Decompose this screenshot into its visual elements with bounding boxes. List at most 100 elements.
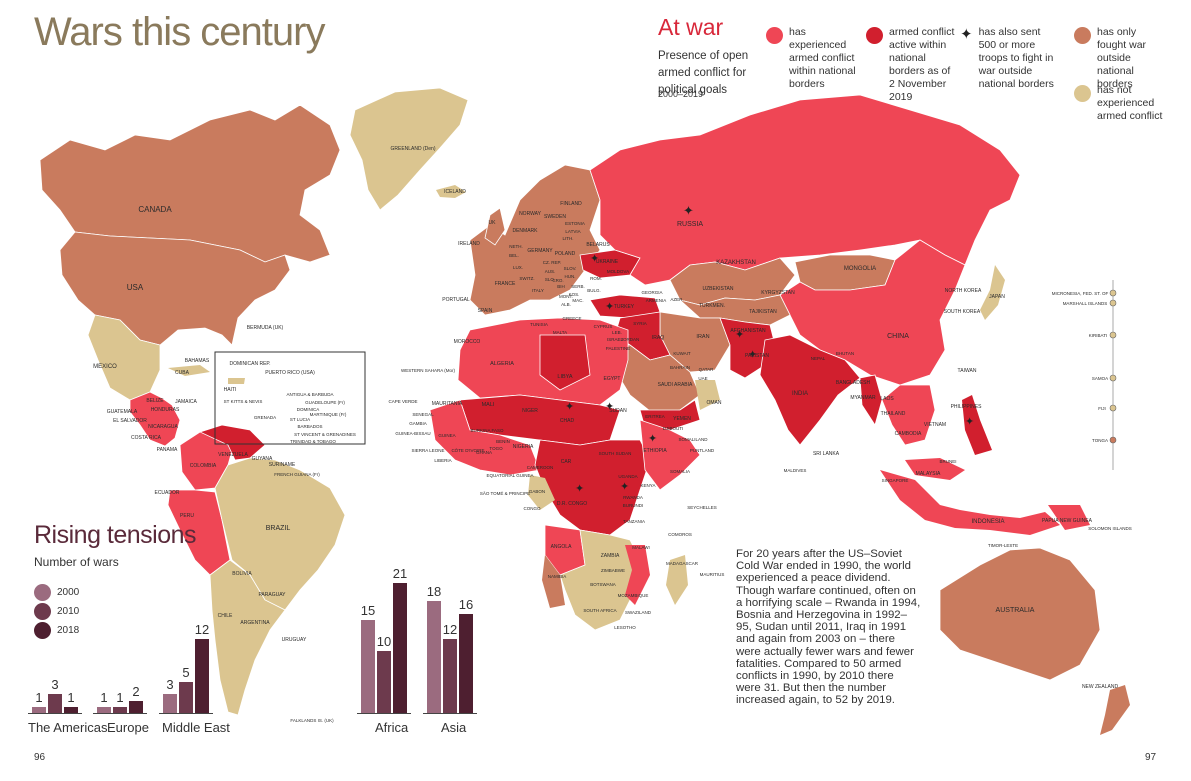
label-bhutan: BHUTAN xyxy=(836,351,854,356)
label-cameroon: CAMEROON xyxy=(527,465,554,470)
country-png xyxy=(1048,505,1090,530)
bar-value-label: 1 xyxy=(116,689,124,705)
label-canada: CANADA xyxy=(138,205,172,214)
bar-europe-2000 xyxy=(97,706,111,713)
bar-value-label: 2 xyxy=(132,683,140,699)
country-libya xyxy=(539,334,591,391)
category-label-the-americas: The Americas xyxy=(28,720,108,735)
label-saudi: SAUDI ARABIA xyxy=(658,382,693,388)
label-lesotho: LESOTHO xyxy=(614,625,636,630)
bar-value-label: 10 xyxy=(376,634,392,649)
country-greenland xyxy=(349,87,469,211)
label-malaysia: MALAYSIA xyxy=(916,471,941,477)
label-ireland: IRELAND xyxy=(458,241,480,247)
country-uk xyxy=(484,207,506,246)
chart-legend-2010: 2010 xyxy=(34,603,79,620)
chart-title: Rising tensions xyxy=(34,521,197,549)
label-sudan: SUDAN xyxy=(609,408,627,414)
label-indonesia: INDONESIA xyxy=(971,519,1004,525)
legend-swatch-active xyxy=(866,27,883,44)
country-southern-cone xyxy=(209,559,286,716)
legend-item-internal: has experienced armed conflict within na… xyxy=(766,26,862,91)
label-taiwan: TAIWAN xyxy=(958,368,977,374)
tonga-dot xyxy=(1109,436,1117,444)
bar-africa-2000 xyxy=(361,620,375,713)
label-zimbabwe: ZIMBABWE xyxy=(601,568,625,573)
country-iceland xyxy=(436,185,466,198)
bar-value-label: 1 xyxy=(35,689,43,705)
country-venezuela xyxy=(198,424,266,461)
label-monten: MONT. xyxy=(559,294,573,299)
label-usa: USA xyxy=(127,283,144,292)
label-germany: GERMANY xyxy=(527,248,553,254)
label-costa-rica: COSTA RICA xyxy=(131,435,162,441)
bar-value-label: 12 xyxy=(442,621,458,637)
bar-value-label: 12 xyxy=(194,621,210,637)
soldier-icon: ✦ xyxy=(965,416,974,428)
label-bahrain: BAHRAIN xyxy=(670,365,690,370)
label-russia: RUSSIA xyxy=(677,221,703,228)
country-central-america xyxy=(129,391,181,447)
country-madagascar xyxy=(666,555,688,605)
country-indonesia xyxy=(880,470,1060,535)
label-estonia: ESTONIA xyxy=(565,221,585,226)
label-swaziland: SWAZILAND xyxy=(625,610,652,615)
chart-legend-label-2010: 2010 xyxy=(57,606,80,617)
country-new-zealand xyxy=(1100,685,1130,735)
category-label-africa: Africa xyxy=(375,720,409,735)
label-peru: PERU xyxy=(180,513,194,519)
label-djibouti: DJIBOUTI xyxy=(663,426,684,431)
label-neth: NETH. xyxy=(509,244,523,249)
label-libya: LIBYA xyxy=(557,374,573,380)
legend-heading: At war xyxy=(658,14,724,40)
legend-item-troops: ✦ has also sent 500 or more troops to fi… xyxy=(960,26,1060,91)
bar-asia-2000 xyxy=(427,601,441,713)
label-guadeloupe: GUADELOUPE (Fr) xyxy=(305,400,345,405)
label-moldova: MOLDOVA xyxy=(607,269,629,274)
label-brazil: BRAZIL xyxy=(266,525,291,532)
category-label-middle-east: Middle East xyxy=(162,720,230,735)
label-gambia: GAMBIA xyxy=(409,421,427,426)
label-trinidad: TRINIDAD & TOBAGO xyxy=(290,439,336,444)
country-myanmar xyxy=(859,374,883,426)
label-dominican: DOMINICAN REP. xyxy=(229,361,270,367)
label-chile: CHILE xyxy=(218,613,233,619)
label-syria: SYRIA xyxy=(633,321,647,326)
bar-the-americas-2010 xyxy=(48,694,62,713)
page-number-right: 97 xyxy=(1145,752,1157,763)
label-maldives: MALDIVES xyxy=(784,468,807,473)
bar-asia-2010 xyxy=(443,638,457,713)
label-congo: CONGO xyxy=(523,506,541,511)
label-palestine: PALESTINE xyxy=(606,346,630,351)
samoa-dot xyxy=(1109,374,1117,382)
label-tanzania: TANZANIA xyxy=(623,519,645,524)
label-guinea-bissau: GUINEA-BISSAU xyxy=(395,431,430,436)
legend-swatch-outside xyxy=(1074,27,1091,44)
label-norway: NORWAY xyxy=(519,211,542,217)
label-bangladesh: BANGLADESH xyxy=(836,380,871,386)
chart-baseline xyxy=(93,713,147,714)
label-nepal: NEPAL xyxy=(811,356,826,361)
bar-value-label: 3 xyxy=(51,677,59,693)
bar-europe-2018 xyxy=(129,700,143,713)
label-greenland: GREENLAND (Den) xyxy=(390,146,435,152)
label-angola: ANGOLA xyxy=(551,544,573,550)
bar-value-label: 18 xyxy=(426,584,442,600)
label-north-korea: NORTH KOREA xyxy=(945,288,982,294)
country-india xyxy=(759,334,861,446)
country-oman xyxy=(695,380,720,410)
label-guinea: GUINEA xyxy=(438,433,455,438)
label-china: CHINA xyxy=(887,333,909,340)
label-venezuela: VENEZUELA xyxy=(218,452,248,458)
label-italy: ITALY xyxy=(532,288,544,293)
chart-legend-2018: 2018 xyxy=(34,622,79,639)
bar-europe-2010 xyxy=(113,706,127,713)
label-romania: ROM. xyxy=(590,276,602,281)
label-cuba: CUBA xyxy=(175,370,190,376)
label-bermuda: BERMUDA (UK) xyxy=(247,325,284,331)
label-japan: JAPAN xyxy=(989,294,1005,300)
label-sierra-leone: SIERRA LEONE xyxy=(411,448,444,453)
label-spain: SPAIN xyxy=(478,308,493,314)
label-cape-verde: CAPE VERDE xyxy=(388,399,417,404)
label-denmark: DENMARK xyxy=(512,228,538,234)
